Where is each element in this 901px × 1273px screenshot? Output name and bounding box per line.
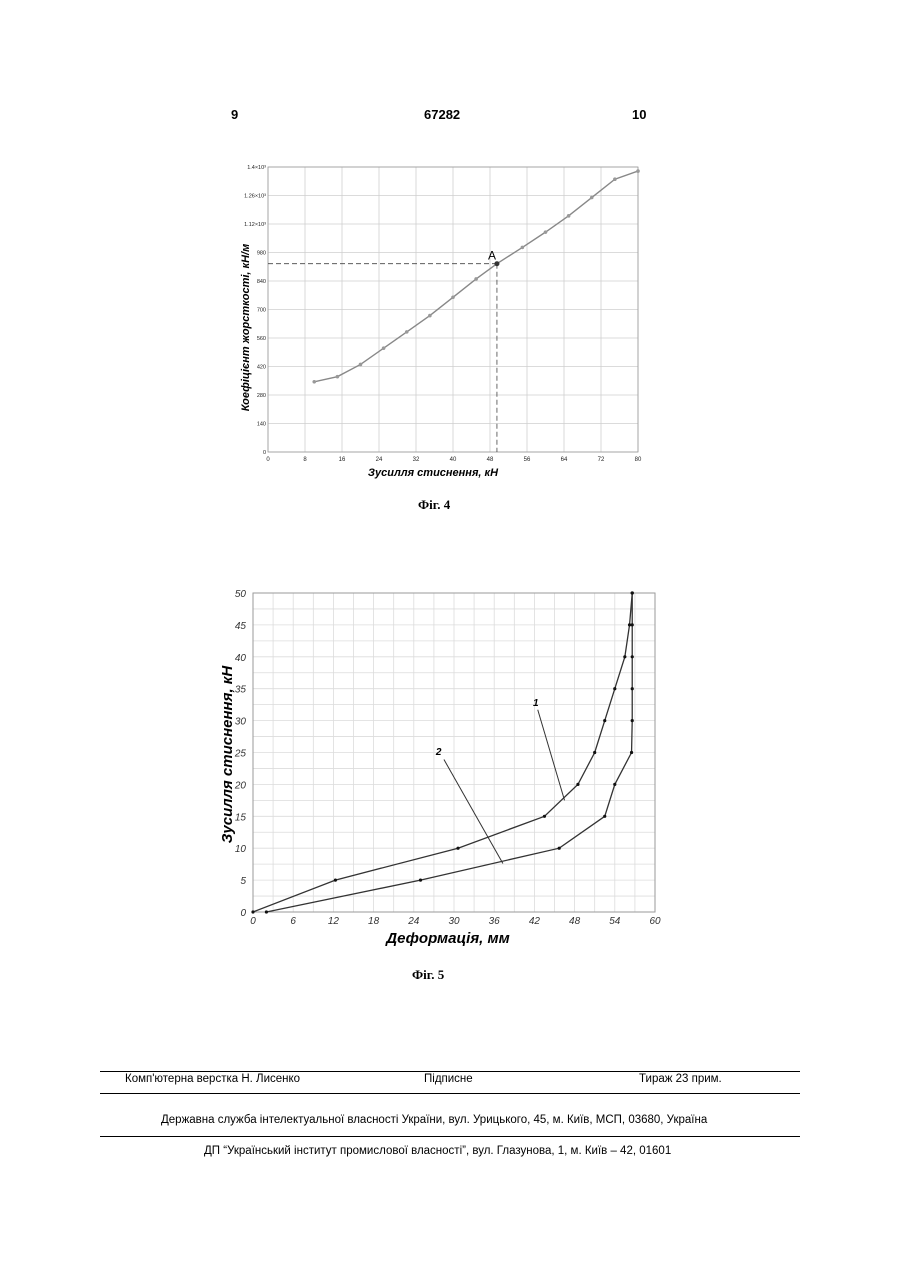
series-2-point <box>631 591 634 594</box>
series-1-label: 1 <box>533 698 539 709</box>
footer-office: Державна служба інтелектуальної власност… <box>161 1114 707 1126</box>
footer-rule-top <box>100 1071 800 1072</box>
y-tick-label: 0 <box>240 908 246 919</box>
footer-circulation: Тираж 23 прим. <box>639 1073 722 1085</box>
x-tick-label: 54 <box>609 916 621 927</box>
series-1-point <box>456 847 459 850</box>
series-2-point <box>603 815 606 818</box>
series-1-point <box>543 815 546 818</box>
series-2-point <box>613 783 616 786</box>
series-1-point <box>334 879 337 882</box>
footer-rule-bottom <box>100 1136 800 1137</box>
series-1-point <box>576 783 579 786</box>
x-tick-label: 30 <box>448 916 460 927</box>
x-tick-label: 0 <box>250 916 256 927</box>
series-1-point <box>603 719 606 722</box>
x-tick-label: 36 <box>489 916 501 927</box>
x-axis-label: Деформація, мм <box>384 930 509 947</box>
y-axis-label: Зусилля стиснення, кН <box>219 665 236 844</box>
caption-fig5: Фіг. 5 <box>412 967 444 983</box>
y-tick-label: 50 <box>235 589 247 600</box>
series-1-point <box>251 910 254 913</box>
y-tick-label: 30 <box>235 717 247 728</box>
footer-layout: Комп'ютерна верстка Н. Лисенко <box>125 1073 300 1085</box>
chart-fig5: 0612182430364248546005101520253035404550… <box>0 0 901 960</box>
series-2-point <box>630 751 633 754</box>
y-tick-label: 45 <box>235 621 247 632</box>
y-tick-label: 5 <box>240 876 246 887</box>
series-2-point <box>631 623 634 626</box>
x-tick-label: 24 <box>407 916 420 927</box>
series-2-point <box>558 847 561 850</box>
series-2-point <box>419 879 422 882</box>
x-tick-label: 6 <box>290 916 296 927</box>
x-tick-label: 60 <box>649 916 661 927</box>
series-2-point <box>631 719 634 722</box>
series-1-point <box>613 687 616 690</box>
footer-signed: Підписне <box>424 1073 473 1085</box>
series-1-point <box>593 751 596 754</box>
y-tick-label: 15 <box>235 812 247 823</box>
y-tick-label: 35 <box>235 685 247 696</box>
leader-line-series-1 <box>538 710 565 801</box>
y-tick-label: 10 <box>235 844 247 855</box>
series-2-point <box>631 655 634 658</box>
footer-rule-middle <box>100 1093 800 1094</box>
series-1-point <box>623 655 626 658</box>
series-2-point <box>265 910 268 913</box>
series-2-label: 2 <box>435 747 442 758</box>
footer-institute: ДП “Український інститут промислової вла… <box>204 1145 671 1157</box>
series-2-point <box>631 687 634 690</box>
x-tick-label: 42 <box>529 916 541 927</box>
x-tick-label: 48 <box>569 916 581 927</box>
y-tick-label: 40 <box>235 653 247 664</box>
x-tick-label: 12 <box>328 916 340 927</box>
x-tick-label: 18 <box>368 916 380 927</box>
